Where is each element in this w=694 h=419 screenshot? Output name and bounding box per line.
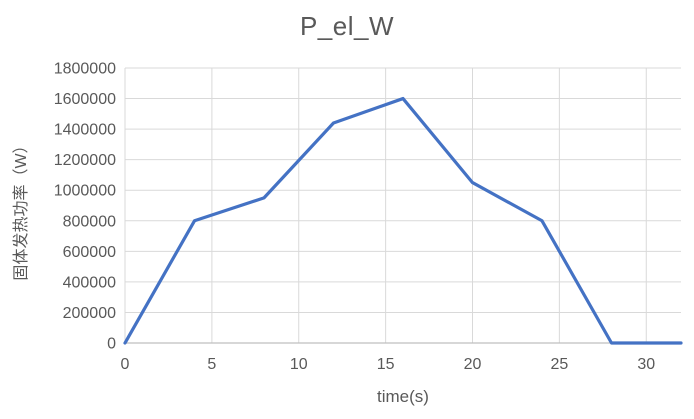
y-tick-label: 0	[107, 336, 116, 353]
x-tick-label: 0	[121, 356, 130, 373]
y-tick-label: 800000	[63, 213, 116, 230]
x-tick-label: 10	[290, 356, 308, 373]
x-tick-label: 5	[207, 356, 216, 373]
y-tick-label: 1000000	[54, 183, 116, 200]
x-tick-label: 20	[464, 356, 482, 373]
series-line	[123, 96, 683, 345]
y-tick-label: 600000	[63, 244, 116, 261]
y-tick-label: 1400000	[54, 122, 116, 139]
x-axis-title: time(s)	[377, 387, 429, 406]
x-tick-label: 15	[377, 356, 395, 373]
y-tick-label: 200000	[63, 305, 116, 322]
x-tick-label: 30	[637, 356, 655, 373]
x-tick-label: 25	[550, 356, 568, 373]
y-tick-label: 400000	[63, 274, 116, 291]
y-tick-label: 1200000	[54, 152, 116, 169]
chart-title: P_el_W	[299, 11, 395, 41]
y-tick-label: 1600000	[54, 91, 116, 108]
y-tick-label: 1800000	[54, 61, 116, 78]
